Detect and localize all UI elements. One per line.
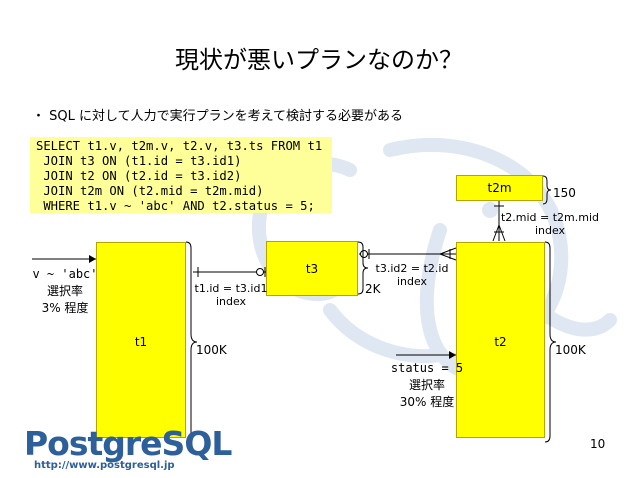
table-t2m: t2m	[456, 175, 543, 201]
join-t3-t2-label: t3.id2 = t2.id index	[370, 262, 454, 288]
t2-brace	[544, 241, 557, 443]
sql-line: JOIN t2m ON (t2.mid = t2m.mid)	[36, 184, 264, 198]
join-t2-t2m-condition: t2.mid = t2m.mid	[500, 211, 600, 224]
sql-line: WHERE t1.v ~ 'abc' AND t2.status = 5;	[36, 199, 315, 213]
join-t1-t3-label: t1.id = t3.id1 index	[188, 282, 274, 308]
postgresql-logo: PostgreSQL	[24, 424, 232, 463]
t1-row-count: 100K	[196, 343, 227, 357]
table-t2: t2	[456, 242, 545, 438]
page-number: 10	[590, 437, 606, 451]
join-t2-t2m-index: index	[534, 224, 566, 237]
sql-line: JOIN t2 ON (t2.id = t3.id2)	[36, 169, 242, 183]
t2-row-count: 100K	[555, 343, 586, 357]
sql-code-block: SELECT t1.v, t2m.v, t2.v, t3.ts FROM t1 …	[30, 137, 332, 213]
join-t1-t3-condition: t1.id = t3.id1	[194, 282, 268, 295]
t1-brace	[185, 241, 198, 443]
join-t3-t2-condition: t3.id2 = t2.id	[375, 262, 449, 275]
t2-selectivity-label: 選択率	[408, 378, 445, 392]
slide-title: 現状が悪いプランなのか？	[175, 46, 463, 74]
t2m-row-count: 150	[553, 186, 576, 200]
join-t3-t2-index: index	[396, 275, 428, 288]
bullet-text: SQL に対して人力で実行プランを考えて検討する必要がある	[49, 109, 403, 124]
table-t1-name: t1	[134, 335, 148, 349]
table-t2m-name: t2m	[487, 181, 512, 195]
sql-line: JOIN t3 ON (t1.id = t3.id1)	[36, 154, 242, 168]
t3-row-count: 2K	[365, 282, 381, 296]
t2-filter-label: status = 5 選択率 30% 程度	[384, 360, 470, 411]
table-t3-name: t3	[305, 262, 319, 276]
t1-selectivity-value: 3% 程度	[41, 301, 89, 315]
t2-selectivity-value: 30% 程度	[399, 395, 455, 409]
bullet-dot: ・	[32, 109, 50, 124]
t1-filter-condition: v ~ 'abc'	[32, 267, 98, 281]
table-t3: t3	[266, 241, 358, 296]
join-t1-t3-index: index	[215, 295, 247, 308]
t2-filter-condition: status = 5	[390, 361, 464, 375]
t3-brace	[357, 241, 369, 295]
table-t1: t1	[96, 242, 186, 438]
table-t2-name: t2	[494, 335, 507, 349]
postgresql-url: http://www.postgresql.jp	[34, 460, 175, 471]
t1-filter-label: v ~ 'abc' 選択率 3% 程度	[22, 266, 108, 317]
t1-selectivity-label: 選択率	[46, 284, 83, 298]
join-t2-t2m-label: t2.mid = t2m.mid index	[498, 211, 602, 237]
bullet-item: ・ SQL に対して人力で実行プランを考えて検討する必要がある	[32, 105, 403, 124]
t2m-brace	[542, 175, 552, 205]
sql-line: SELECT t1.v, t2m.v, t2.v, t3.ts FROM t1	[36, 139, 323, 153]
